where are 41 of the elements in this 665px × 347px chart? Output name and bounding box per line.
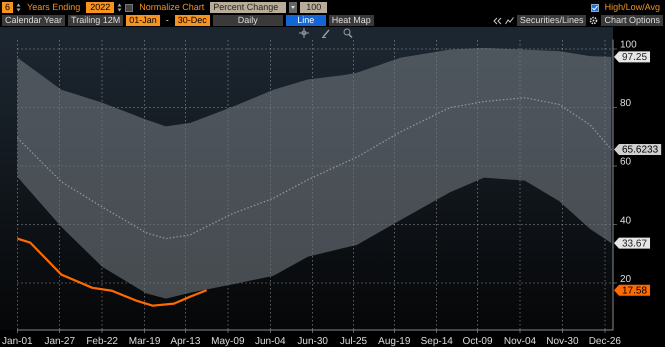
text: 100 — [300, 2, 328, 13]
x-tick-label: Nov-04 — [504, 336, 537, 347]
text: High/Low/Avg — [604, 2, 661, 13]
text: Normalize Chart — [138, 2, 206, 13]
y-tick-label: 40 — [620, 215, 632, 226]
x-tick-label: Oct-09 — [462, 336, 493, 347]
x-tick-label: Jan-27 — [44, 336, 76, 347]
text: Years Ending — [26, 2, 82, 13]
text: Daily — [212, 15, 283, 26]
x-tick-label: Mar-19 — [128, 336, 161, 347]
text: 17.58 — [622, 285, 648, 296]
text: 2022 — [86, 2, 114, 13]
y-tick-label: 60 — [620, 156, 632, 168]
x-tick-label: Jun-30 — [297, 336, 328, 347]
text: 30-Dec — [174, 15, 210, 26]
text: Securities/Lines — [516, 15, 586, 26]
y-tick-label: 80 — [620, 98, 632, 110]
text: Calendar Year — [2, 15, 66, 26]
text: 6 — [2, 2, 14, 13]
x-tick-label: Sep-14 — [420, 336, 454, 347]
annotation: 33.67 — [622, 238, 648, 250]
x-tick-label: Jul-25 — [340, 336, 368, 347]
text: Percent Change — [210, 2, 286, 13]
text: Heat Map — [328, 15, 374, 26]
x-tick-label: Jun-04 — [254, 336, 286, 347]
y-tick-label: 20 — [620, 274, 632, 285]
x-tick-label: Nov-30 — [546, 336, 579, 347]
x-tick-label: Aug-19 — [378, 336, 411, 347]
data-label: 65.6233 — [622, 144, 659, 156]
x-tick-label: May-09 — [211, 336, 245, 347]
text: - — [164, 15, 170, 26]
x-tick-label: Jan-01 — [2, 336, 34, 347]
annotation: 97.25 — [622, 52, 648, 64]
text: Chart Options — [601, 15, 663, 26]
text: Line — [286, 15, 326, 26]
text: Trailing 12M — [68, 15, 124, 26]
x-tick-label: Dec-26 — [588, 336, 622, 347]
x-tick-label: Apr-13 — [170, 336, 201, 347]
y-tick-label: 100 — [620, 40, 638, 51]
x-tick-label: Feb-22 — [86, 336, 118, 347]
text: 01-Jan — [126, 15, 160, 26]
